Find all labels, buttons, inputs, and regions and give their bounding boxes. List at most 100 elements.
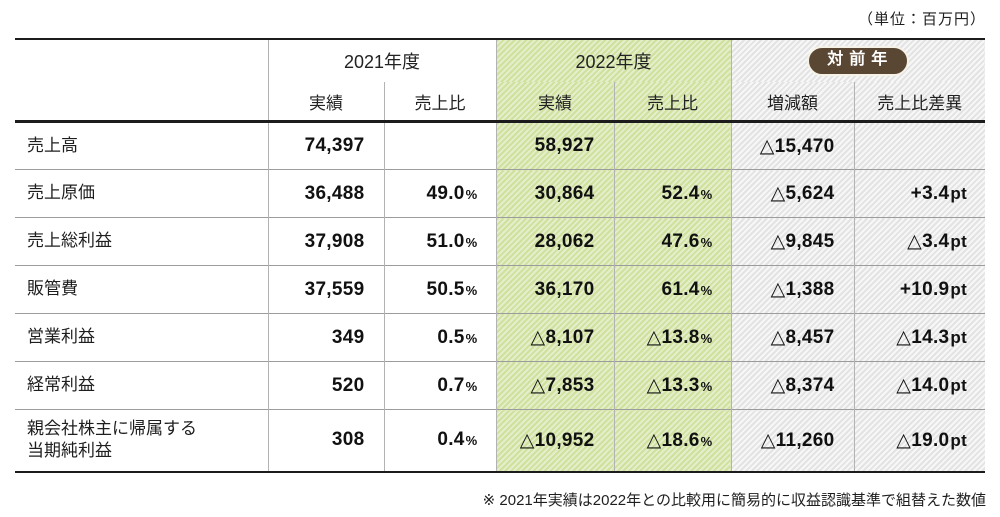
value-unit: % bbox=[700, 186, 713, 202]
cell-diff-amount: △1,388 bbox=[730, 265, 855, 314]
value-text: △5,624 bbox=[770, 183, 835, 204]
value-text: 0.7 bbox=[437, 374, 465, 396]
cell-2021-ratio: 49.0% bbox=[383, 169, 497, 218]
value-text: △13.8 bbox=[646, 327, 700, 348]
value-text: △11,260 bbox=[760, 429, 835, 451]
header-fy2022: 2022年度 bbox=[495, 39, 732, 82]
value-unit: pt bbox=[950, 183, 968, 203]
value-text: △9,845 bbox=[770, 231, 835, 252]
value-text: +3.4 bbox=[910, 182, 950, 204]
value-text: 51.0 bbox=[426, 230, 465, 252]
cell-ratio-diff: △14.3pt bbox=[853, 313, 986, 362]
row-label: 親会社株主に帰属する 当期純利益 bbox=[27, 419, 197, 461]
row-label: 売上原価 bbox=[27, 183, 95, 203]
value-text: △8,374 bbox=[770, 375, 835, 396]
cell-2021-actual: 520 bbox=[267, 361, 384, 410]
value-unit: % bbox=[465, 186, 478, 202]
table-header: 2021年度 2022年度 対前年 実績 売上比 実績 売上比 増減額 売上比差… bbox=[15, 39, 986, 122]
cell-2021-actual: 308 bbox=[267, 409, 384, 472]
value-text: △19.0 bbox=[896, 429, 950, 451]
header-diff-amount: 増減額 bbox=[730, 82, 855, 122]
cell-diff-amount: △15,470 bbox=[730, 121, 855, 170]
header-yoy: 対前年 bbox=[730, 39, 986, 82]
value-text: 30,864 bbox=[534, 182, 595, 204]
value-unit: pt bbox=[950, 232, 968, 251]
financial-results-table: 2021年度 2022年度 対前年 実績 売上比 実績 売上比 増減額 売上比差… bbox=[15, 38, 986, 473]
cell-2021-actual: 349 bbox=[267, 313, 384, 362]
cell-2021-actual: 37,908 bbox=[267, 217, 384, 266]
table-row-operating-income: 営業利益 349 0.5% △8,107 △13.8% △8,457 △14.3… bbox=[15, 313, 986, 362]
value-unit: pt bbox=[950, 279, 968, 299]
table-row-net-income: 親会社株主に帰属する 当期純利益 308 0.4% △10,952 △18.6%… bbox=[15, 409, 986, 472]
cell-2022-actual: △8,107 bbox=[495, 313, 615, 362]
table-row-cost-of-sales: 売上原価 36,488 49.0% 30,864 52.4% △5,624 +3… bbox=[15, 169, 986, 218]
cell-2022-actual: 36,170 bbox=[495, 265, 615, 314]
value-unit: % bbox=[700, 234, 713, 250]
value-unit: % bbox=[465, 282, 478, 298]
header-fy2021: 2021年度 bbox=[267, 39, 497, 82]
cell-2021-actual: 36,488 bbox=[267, 169, 384, 218]
unit-label: （単位：百万円） bbox=[857, 11, 986, 28]
header-blank bbox=[15, 82, 268, 122]
row-label: 営業利益 bbox=[27, 327, 95, 347]
value-unit: % bbox=[465, 234, 478, 250]
cell-2022-ratio: 52.4% bbox=[613, 169, 732, 218]
value-text: △14.0 bbox=[896, 375, 950, 396]
cell-2021-ratio: 51.0% bbox=[383, 217, 497, 266]
table-row-ordinary-income: 経常利益 520 0.7% △7,853 △13.3% △8,374 △14.0… bbox=[15, 361, 986, 410]
row-label: 販管費 bbox=[27, 279, 78, 299]
value-text: △13.3 bbox=[646, 375, 700, 396]
value-text: △8,457 bbox=[770, 327, 835, 348]
header-2022-actual: 実績 bbox=[495, 82, 615, 122]
cell-2022-actual: △7,853 bbox=[495, 361, 615, 410]
table-row-net-sales: 売上高 74,397 58,927 △15,470 bbox=[15, 121, 986, 170]
value-text: 349 bbox=[331, 326, 365, 348]
value-unit: pt bbox=[950, 430, 968, 450]
table-row-sga: 販管費 37,559 50.5% 36,170 61.4% △1,388 +10… bbox=[15, 265, 986, 314]
value-text: 308 bbox=[331, 429, 365, 451]
cell-diff-amount: △5,624 bbox=[730, 169, 855, 218]
header-2021-ratio: 売上比 bbox=[383, 82, 497, 122]
cell-2021-ratio bbox=[383, 121, 497, 170]
header-ratio-diff: 売上比差異 bbox=[853, 82, 986, 122]
table-body: 売上高 74,397 58,927 △15,470 売上原価 36,488 49… bbox=[15, 121, 986, 472]
cell-diff-amount: △9,845 bbox=[730, 217, 855, 266]
header-corner-blank bbox=[15, 39, 268, 82]
value-text: △3.4 bbox=[907, 231, 950, 252]
value-unit: % bbox=[700, 379, 713, 394]
value-text: △10,952 bbox=[519, 429, 595, 451]
value-text: △8,107 bbox=[530, 327, 595, 348]
header-2021-actual: 実績 bbox=[267, 82, 384, 122]
value-text: 74,397 bbox=[304, 135, 365, 156]
header-2022-ratio: 売上比 bbox=[613, 82, 732, 122]
value-text: 61.4 bbox=[661, 278, 700, 300]
value-text: +10.9 bbox=[899, 278, 950, 300]
value-text: △18.6 bbox=[646, 429, 700, 451]
value-unit: % bbox=[700, 331, 713, 346]
value-unit: % bbox=[465, 378, 478, 394]
cell-ratio-diff: +3.4pt bbox=[853, 169, 986, 218]
value-text: 37,908 bbox=[304, 230, 365, 252]
yoy-badge: 対前年 bbox=[807, 46, 910, 76]
cell-2021-ratio: 0.4% bbox=[383, 409, 497, 472]
footnote: ※ 2021年実績は2022年との比較用に簡易的に収益認識基準で組替えた数値 bbox=[482, 492, 986, 509]
value-text: 52.4 bbox=[661, 182, 700, 204]
cell-2021-actual: 37,559 bbox=[267, 265, 384, 314]
value-unit: % bbox=[700, 282, 713, 298]
value-text: 49.0 bbox=[426, 182, 465, 204]
cell-ratio-diff: △14.0pt bbox=[853, 361, 986, 410]
value-text: 47.6 bbox=[661, 230, 700, 252]
value-text: 520 bbox=[331, 374, 365, 396]
cell-ratio-diff: △19.0pt bbox=[853, 409, 986, 472]
value-text: 37,559 bbox=[304, 278, 365, 300]
value-text: 36,488 bbox=[304, 182, 365, 204]
value-text: 0.5 bbox=[437, 326, 465, 348]
cell-2022-actual: 28,062 bbox=[495, 217, 615, 266]
header-group-row: 2021年度 2022年度 対前年 bbox=[15, 39, 986, 82]
cell-ratio-diff: +10.9pt bbox=[853, 265, 986, 314]
row-label: 経常利益 bbox=[27, 375, 95, 395]
value-text: 36,170 bbox=[534, 278, 595, 300]
table-row-gross-profit: 売上総利益 37,908 51.0% 28,062 47.6% △9,845 △… bbox=[15, 217, 986, 266]
value-unit: % bbox=[465, 330, 478, 346]
